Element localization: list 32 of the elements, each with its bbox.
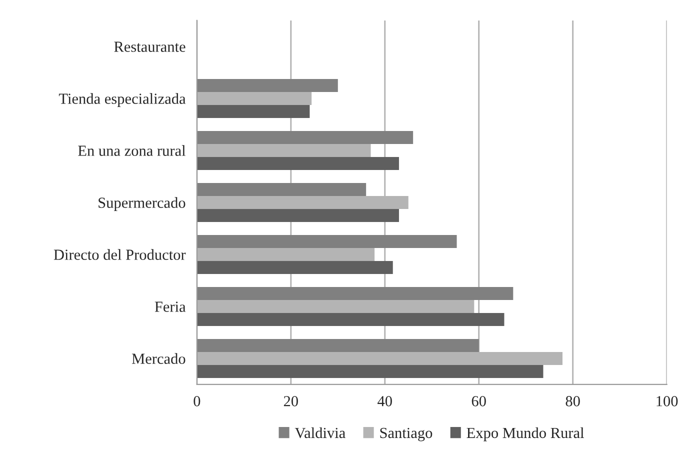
y-tick-label: Restaurante: [114, 42, 186, 52]
bar: [196, 144, 371, 157]
legend-label: Expo Mundo Rural: [466, 427, 584, 442]
x-tick-label: 20: [284, 396, 298, 406]
y-tick-label: Mercado: [132, 353, 186, 364]
legend-label: Santiago: [380, 428, 432, 442]
x-tick-label: 0: [194, 396, 200, 406]
bar: [196, 156, 399, 170]
bar: [196, 104, 310, 118]
bar: [196, 338, 479, 352]
bar: [196, 182, 366, 196]
legend-label: Valdivia: [294, 427, 346, 438]
bar: [196, 92, 312, 105]
bar: [196, 208, 399, 222]
bar: [196, 312, 504, 326]
y-tick-label: Directo del Productor: [54, 249, 186, 260]
x-tick-label: 60: [472, 396, 486, 406]
x-tick-label: 40: [378, 396, 392, 406]
y-tick-label: Supermercado: [98, 197, 186, 212]
bar: [196, 234, 457, 248]
bar: [196, 364, 544, 378]
bar: [196, 78, 338, 92]
x-tick-label: 100: [656, 396, 678, 406]
y-tick-label: En una zona rural: [78, 145, 186, 156]
y-tick-label: Feria: [154, 302, 186, 312]
bar: [196, 260, 393, 274]
bar: [196, 300, 474, 313]
bar: [196, 286, 514, 300]
bar: [196, 130, 414, 144]
bar: [196, 248, 375, 261]
x-tick-label: 80: [566, 396, 580, 406]
y-tick-label: Tienda especializada: [58, 93, 186, 108]
